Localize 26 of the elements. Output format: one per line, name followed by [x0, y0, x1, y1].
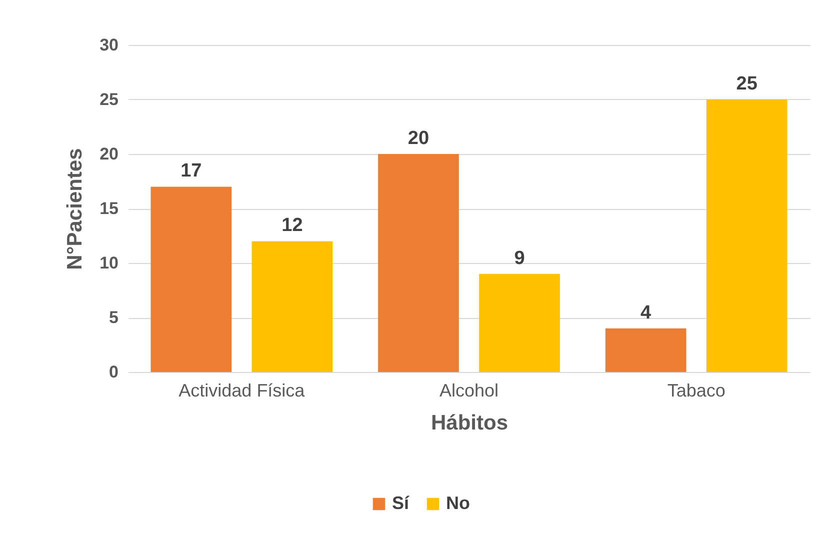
x-tick-label: Alcohol: [439, 380, 499, 400]
y-axis-title: N°Pacientes: [64, 148, 87, 270]
y-tick-label: 30: [100, 36, 118, 54]
bar: [479, 274, 560, 372]
x-tick-label: Tabaco: [667, 380, 726, 400]
data-label: 25: [736, 74, 758, 94]
legend-label: Sí: [392, 493, 410, 513]
bar: [706, 100, 788, 372]
data-label: 9: [514, 248, 525, 269]
y-tick-label: 25: [100, 90, 118, 109]
y-tick-label: 10: [100, 254, 118, 272]
y-tick-label: 20: [100, 144, 118, 164]
y-tick-label: 15: [100, 199, 118, 218]
bar: [605, 328, 686, 372]
x-axis-title: Hábitos: [430, 412, 508, 434]
bar: [150, 186, 232, 372]
data-label: 17: [180, 160, 202, 182]
x-tick-label: Actividad Física: [178, 380, 306, 400]
data-label: 12: [282, 215, 303, 236]
data-label: 4: [640, 302, 652, 324]
y-tick-label: 0: [109, 362, 118, 382]
bar: [378, 154, 459, 372]
data-label: 20: [408, 128, 430, 149]
legend-label: No: [446, 493, 470, 513]
bar: [252, 241, 333, 372]
y-tick-label: 5: [109, 308, 118, 327]
